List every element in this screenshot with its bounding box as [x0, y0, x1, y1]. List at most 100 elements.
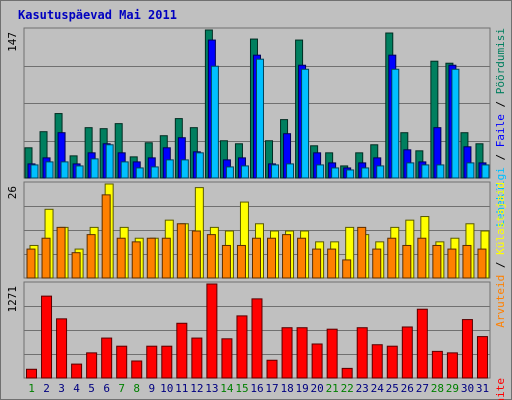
kbytes-bar	[461, 319, 473, 379]
pages-bar	[90, 158, 99, 179]
pages-bar	[150, 166, 159, 179]
kbytes-bar	[221, 338, 233, 379]
kbytes-bar	[86, 352, 98, 379]
kbytes-bar	[71, 363, 83, 379]
pages-bar	[421, 164, 430, 179]
x-tick-label: 11	[175, 382, 188, 395]
visitors-bar	[267, 237, 277, 279]
kbytes-bar	[311, 343, 323, 379]
kbytes-bar	[281, 327, 293, 379]
pages-bar	[346, 169, 355, 179]
legend: Lehekülgi / Faile / Pöördumisi	[494, 28, 507, 227]
visitors-bar	[86, 234, 96, 279]
visitors-bar	[417, 237, 427, 279]
pages-bar	[466, 162, 475, 179]
pages-bar	[301, 68, 310, 179]
kbytes-bar	[266, 359, 278, 379]
visitors-bar	[176, 223, 186, 279]
kbytes-bar	[131, 360, 143, 379]
x-tick-label: 9	[148, 382, 155, 395]
kbytes-bar	[371, 344, 383, 379]
pages-bar	[135, 167, 144, 179]
visitors-bar	[116, 237, 126, 279]
pages-bar	[60, 161, 69, 179]
y-max-label: 1271	[6, 286, 19, 313]
kbytes-bar	[446, 352, 458, 379]
pages-bar	[210, 65, 219, 179]
legend-item: Faile	[494, 114, 507, 147]
kbytes-bar	[101, 337, 113, 379]
x-tick-label: 22	[341, 382, 354, 395]
kbytes-bar	[251, 298, 263, 379]
visitors-bar	[236, 244, 246, 279]
kbytes-bar	[416, 308, 428, 379]
pages-bar	[45, 161, 54, 179]
y-max-label: 26	[6, 186, 19, 199]
x-tick-label: 3	[58, 382, 65, 395]
visitors-bar	[251, 237, 261, 279]
x-tick-label: 23	[356, 382, 369, 395]
legend-separator: /	[494, 94, 507, 114]
kbytes-bar	[356, 327, 368, 379]
pages-bar	[240, 165, 249, 179]
legend-item: Arvuteid	[494, 275, 507, 328]
chart-title: Kasutuspäevad Mai 2011	[18, 8, 177, 22]
kbytes-bar	[386, 345, 398, 379]
kbytes-bar	[326, 328, 338, 379]
legend-item: Lehekülgi	[494, 167, 507, 227]
x-tick-label: 27	[416, 382, 429, 395]
x-tick-label: 4	[73, 382, 80, 395]
x-tick-label: 8	[133, 382, 140, 395]
x-tick-label: 19	[295, 382, 308, 395]
visitors-bar	[357, 226, 367, 279]
kbytes-bar	[296, 327, 308, 379]
x-tick-label: 20	[310, 382, 323, 395]
x-tick-label: 18	[280, 382, 293, 395]
visitors-bar	[206, 234, 216, 279]
visitors-bar	[71, 252, 81, 279]
x-tick-label: 31	[476, 382, 489, 395]
x-tick-label: 1	[28, 382, 35, 395]
visitors-bar	[372, 248, 382, 279]
pages-bar	[180, 159, 189, 179]
pages-bar	[75, 165, 84, 179]
y-max-label: 147	[6, 32, 19, 52]
kbytes-bar	[161, 345, 173, 379]
x-tick-label: 7	[118, 382, 125, 395]
x-tick-label: 12	[190, 382, 203, 395]
visitors-bar	[101, 194, 111, 279]
kbytes-bar	[206, 283, 218, 379]
x-tick-label: 16	[250, 382, 263, 395]
pages-bar	[316, 164, 325, 179]
kbytes-bar	[116, 345, 128, 379]
pages-bar	[436, 164, 445, 179]
legend-separator: /	[494, 255, 507, 275]
kbytes-bar	[401, 326, 413, 379]
pages-bar	[406, 162, 415, 179]
pages-bar	[225, 166, 234, 179]
kbytes-bar	[41, 295, 53, 379]
x-tick-label: 2	[43, 382, 50, 395]
visitors-bar	[462, 244, 472, 279]
kbytes-bar	[341, 367, 353, 379]
x-tick-label: 28	[431, 382, 444, 395]
x-tick-label: 17	[265, 382, 278, 395]
visitors-bar	[282, 234, 292, 279]
visitors-bar	[402, 244, 412, 279]
visitors-bar	[312, 248, 322, 279]
pages-bar	[391, 68, 400, 179]
legend-item: Pöördumisi	[494, 28, 507, 94]
pages-bar	[271, 164, 280, 179]
visitors-bar	[191, 230, 201, 279]
pages-bar	[331, 167, 340, 179]
pages-bar	[120, 161, 129, 179]
kbytes-bar	[236, 315, 248, 379]
visitors-bar	[327, 248, 337, 279]
pages-bar	[376, 165, 385, 179]
legend-item: KBaite	[494, 378, 507, 400]
legend-separator: /	[494, 147, 507, 167]
visitors-bar	[26, 248, 36, 279]
visitors-bar	[342, 259, 352, 279]
x-tick-label: 29	[446, 382, 459, 395]
kbytes-bar	[176, 322, 188, 379]
